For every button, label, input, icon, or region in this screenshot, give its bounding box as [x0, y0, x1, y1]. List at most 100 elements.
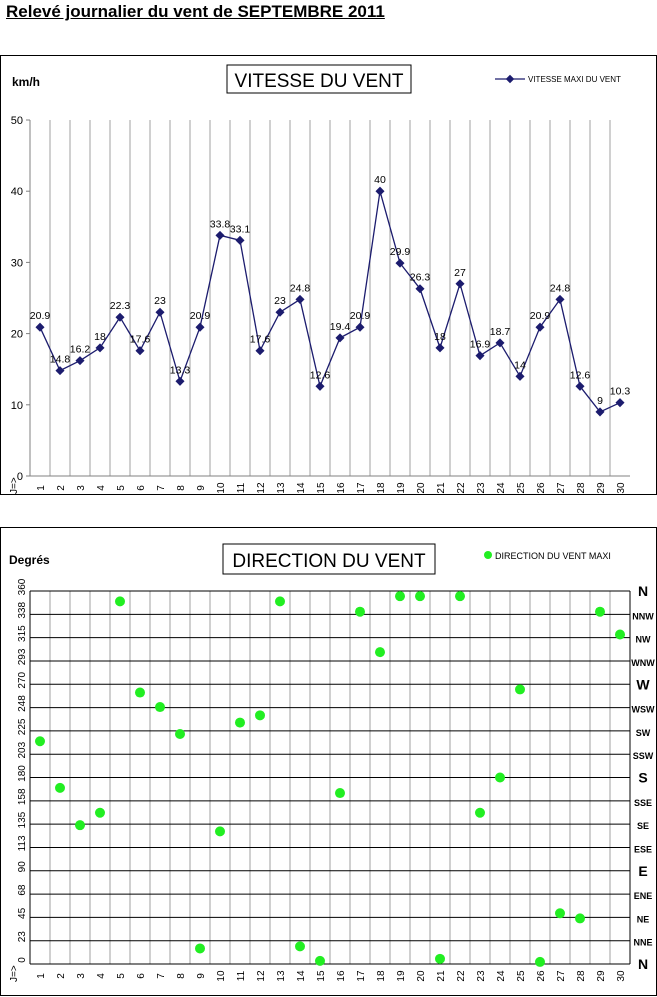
speed-data-label: 24.8	[550, 282, 571, 294]
speed-data-label: 40	[374, 174, 386, 186]
speed-data-label: 18.7	[490, 326, 511, 338]
speed-data-label: 20.9	[190, 310, 211, 322]
x-tick-label: 8	[176, 973, 187, 979]
chart-title: DIRECTION DU VENT	[232, 551, 426, 572]
speed-point	[195, 322, 205, 332]
speed-point	[135, 346, 145, 356]
direction-point	[235, 717, 245, 728]
direction-label: SSE	[634, 798, 652, 808]
speed-data-label: 16.9	[470, 339, 491, 351]
y-axis-label: Degrés	[9, 553, 50, 567]
speed-data-label: 14.8	[50, 354, 71, 366]
y-tick-label: 0	[17, 957, 28, 963]
x-tick-label: 14	[296, 970, 307, 982]
x-tick-label: 1	[36, 973, 47, 979]
x-tick-label: 24	[496, 482, 507, 494]
y-tick-label: 248	[17, 695, 28, 712]
direction-label: NW	[636, 635, 651, 645]
x-tick-label: 22	[456, 482, 467, 494]
direction-point	[135, 687, 145, 698]
direction-point	[515, 684, 525, 695]
chart-title-box	[222, 543, 436, 575]
speed-point	[515, 371, 525, 381]
direction-label: NE	[637, 914, 650, 924]
speed-point	[95, 343, 105, 353]
direction-point	[595, 606, 605, 617]
direction-label: ESE	[634, 844, 652, 854]
speed-data-label: 18	[94, 331, 106, 343]
x-tick-label: 10	[216, 970, 227, 982]
speed-data-label: 23	[274, 295, 286, 307]
direction-point	[215, 826, 225, 837]
x-tick-label: 21	[436, 482, 447, 494]
x-tick-label: 2	[56, 485, 67, 491]
chart-title: VITESSE DU VENT	[235, 71, 404, 92]
speed-data-label: 20.9	[530, 310, 551, 322]
x-tick-label: 7	[156, 973, 167, 979]
speed-point	[355, 322, 365, 332]
x-tick-label: 26	[536, 482, 547, 494]
y-tick-label: 315	[17, 625, 28, 642]
y-tick-label: 180	[17, 765, 28, 782]
direction-point	[375, 647, 385, 658]
page-title: Relevé journalier du vent de SEPTEMBRE 2…	[6, 2, 385, 21]
y-tick-label: 40	[11, 186, 23, 198]
speed-data-label: 19.4	[330, 321, 351, 333]
x-tick-label: 30	[616, 970, 627, 982]
direction-label: WSW	[632, 705, 655, 715]
direction-point	[475, 807, 485, 818]
x-tick-label: 27	[556, 970, 567, 982]
direction-point	[315, 955, 325, 966]
speed-data-label: 33.8	[210, 218, 231, 230]
speed-data-label: 29.9	[390, 246, 411, 258]
direction-point	[395, 591, 405, 602]
x-tick-label: 15	[316, 482, 327, 494]
speed-data-label: 10.3	[610, 386, 631, 398]
direction-label: N	[638, 956, 648, 972]
direction-point	[415, 591, 425, 602]
direction-label: E	[638, 863, 647, 879]
x-tick-label: 11	[236, 970, 247, 981]
speed-data-label: 18	[434, 331, 446, 343]
y-tick-label: 135	[17, 811, 28, 828]
y-tick-label: 360	[17, 578, 28, 595]
x-tick-label: 24	[496, 970, 507, 982]
direction-point	[255, 710, 265, 721]
speed-point	[475, 351, 485, 361]
x-tick-label: 2	[56, 973, 67, 979]
x-tick-label: 23	[476, 482, 487, 494]
speed-point	[55, 366, 65, 376]
direction-point	[35, 736, 45, 747]
direction-label: WNW	[631, 658, 655, 668]
y-tick-label: 203	[17, 741, 28, 758]
x-tick-label: 4	[96, 485, 107, 491]
direction-label: N	[638, 583, 648, 599]
legend-marker	[505, 74, 515, 84]
y-tick-label: 45	[17, 907, 28, 919]
speed-data-label: 13.3	[170, 364, 191, 376]
x-tick-label: 26	[536, 970, 547, 982]
speed-point	[375, 186, 385, 196]
x-tick-label: 23	[476, 970, 487, 982]
y-tick-label: 225	[17, 718, 28, 735]
x-tick-label: 27	[556, 482, 567, 494]
y-tick-label: 10	[11, 400, 23, 412]
speed-data-label: 17.6	[130, 334, 151, 346]
speed-point	[575, 381, 585, 391]
speed-point	[175, 376, 185, 386]
y-tick-label: 50	[11, 115, 23, 127]
direction-point	[575, 913, 585, 924]
direction-point	[115, 596, 125, 607]
x-tick-label: 12	[256, 482, 267, 494]
y-tick-label: 158	[17, 788, 28, 805]
x-tick-label: 13	[276, 970, 287, 982]
direction-point	[615, 629, 625, 640]
x-tick-label: 17	[356, 970, 367, 982]
speed-data-label: 26.3	[410, 272, 431, 284]
speed-point	[35, 322, 45, 332]
x-tick-label: 18	[376, 482, 387, 494]
speed-point	[295, 294, 305, 304]
speed-data-label: 23	[154, 295, 166, 307]
x-tick-label: 16	[336, 970, 347, 982]
